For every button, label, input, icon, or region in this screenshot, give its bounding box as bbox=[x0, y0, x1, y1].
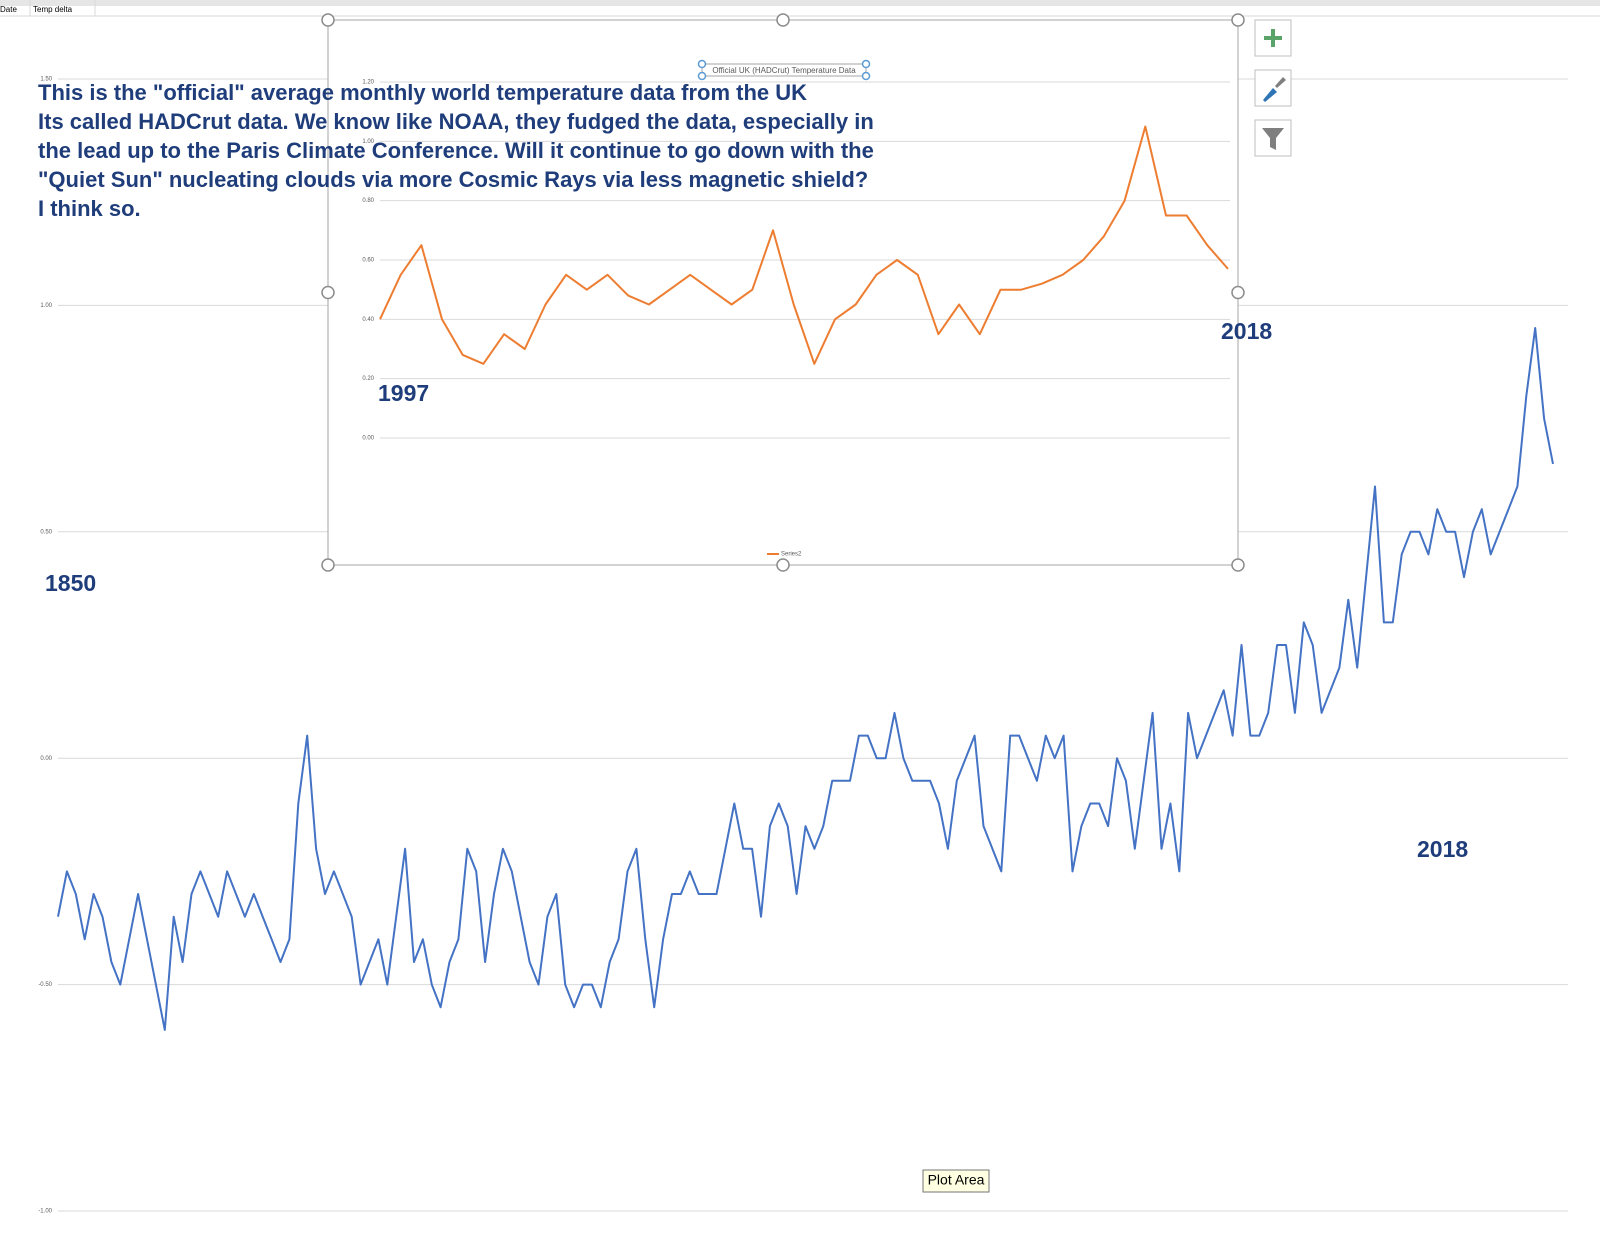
chart-title: Official UK (HADCrut) Temperature Data bbox=[712, 66, 856, 75]
y-tick-label: 0.60 bbox=[362, 258, 374, 264]
cell: Date bbox=[0, 5, 17, 14]
annotation: 1997 bbox=[378, 380, 429, 406]
resize-handle[interactable] bbox=[776, 558, 790, 572]
brush-handle bbox=[1275, 77, 1286, 88]
plus-icon bbox=[1264, 29, 1282, 47]
series-line bbox=[379, 125, 1229, 365]
annotation: 2018 bbox=[1221, 318, 1272, 344]
annotation: 2018 bbox=[1417, 836, 1468, 862]
annotation: 1850 bbox=[45, 570, 96, 596]
annotation: the lead up to the Paris Climate Confere… bbox=[38, 138, 874, 163]
y-tick-label: 1.50 bbox=[40, 77, 52, 83]
resize-handle[interactable] bbox=[321, 558, 335, 572]
annotation: Its called HADCrut data. We know like NO… bbox=[38, 109, 874, 134]
title-handle bbox=[861, 71, 871, 81]
resize-handle[interactable] bbox=[321, 13, 335, 27]
annotation: I think so. bbox=[38, 196, 141, 221]
column-header-row bbox=[0, 0, 1600, 6]
y-tick-label: 1.00 bbox=[40, 303, 52, 309]
title-handle bbox=[697, 71, 707, 81]
y-tick-label: 0.80 bbox=[362, 198, 374, 204]
y-tick-label: 0.20 bbox=[362, 376, 374, 382]
filter-icon bbox=[1262, 128, 1284, 150]
cell: Temp delta bbox=[33, 5, 73, 14]
chart-buttons bbox=[1254, 19, 1292, 157]
title-handle bbox=[861, 59, 871, 69]
chart-area bbox=[327, 19, 1239, 566]
tooltip: Plot Area bbox=[928, 1172, 985, 1188]
y-tick-label: -1.00 bbox=[38, 1209, 52, 1215]
y-tick-label: 0.50 bbox=[40, 529, 52, 535]
y-tick-label: -0.50 bbox=[38, 982, 52, 988]
resize-handle[interactable] bbox=[776, 13, 790, 27]
chart: 0.00 0.20 0.40 0.60 0.80 1.00 1.20 Series2 Offic… bbox=[321, 13, 1272, 572]
resize-handle[interactable] bbox=[1231, 558, 1245, 572]
charts: 1.501.000.500.00-0.50-1.000.000.200.400.… bbox=[38, 13, 1568, 1215]
tooltip-box bbox=[922, 1169, 990, 1193]
series-line bbox=[57, 327, 1554, 1031]
resize-handle[interactable] bbox=[1231, 285, 1245, 300]
legend-label: Series2 bbox=[781, 552, 802, 558]
annotation: "Quiet Sun" nucleating clouds via more C… bbox=[38, 167, 868, 192]
title-handle bbox=[697, 59, 707, 69]
y-tick-label: 1.00 bbox=[362, 139, 374, 145]
y-tick-label: 0.00 bbox=[40, 756, 52, 762]
y-tick-label: 1.20 bbox=[362, 80, 374, 86]
y-tick-label: 0.00 bbox=[362, 436, 374, 442]
y-tick-label: 0.40 bbox=[362, 317, 374, 323]
brush-icon bbox=[1263, 88, 1277, 102]
resize-handle[interactable] bbox=[321, 285, 335, 300]
resize-handle[interactable] bbox=[1231, 13, 1245, 27]
annotation: This is the "official" average monthly w… bbox=[38, 80, 807, 105]
title-selection bbox=[701, 63, 867, 77]
